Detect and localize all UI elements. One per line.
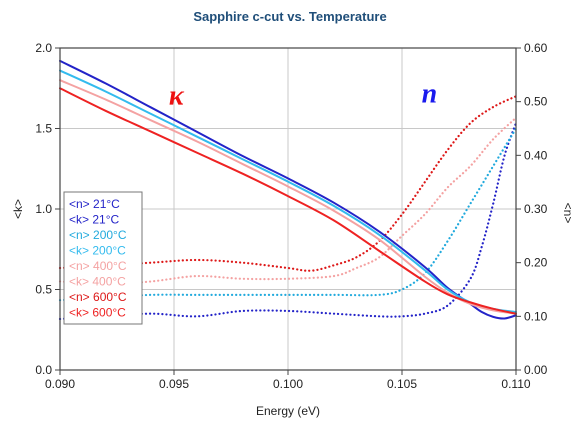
y-right-tick-label: 0.10 (524, 309, 548, 323)
y-left-tick-label: 0.5 (35, 283, 52, 297)
legend-entry: <k> 400°C (69, 275, 126, 289)
chart-title: Sapphire c-cut vs. Temperature (193, 9, 386, 24)
y-left-tick-label: 2.0 (35, 41, 52, 55)
x-tick-label: 0.110 (501, 377, 530, 391)
legend-entry: <k> 200°C (69, 244, 126, 258)
x-axis-label: Energy (eV) (256, 404, 320, 418)
series-line (58, 122, 518, 321)
legend-entry: <n> 200°C (69, 228, 127, 242)
annotation-label: κ (169, 80, 185, 111)
y-axis-left-label: <k> (11, 199, 25, 219)
x-tick-label: 0.090 (45, 377, 75, 391)
x-tick-label: 0.100 (273, 377, 303, 391)
legend-entry: <k> 600°C (69, 306, 126, 320)
legend-box (63, 191, 143, 325)
legend-entry: <n> 600°C (69, 290, 127, 304)
y-left-tick-label: 1.5 (35, 122, 52, 136)
series-line (58, 95, 518, 272)
axis-ticks: 0.090 0.095 0.100 0.105 0.110 0.0 0.5 1.0 1.5 2.0… (35, 41, 547, 391)
y-axis-right-label: <n> (561, 203, 575, 224)
series-line (58, 116, 518, 286)
x-tick-label: 0.105 (387, 377, 417, 391)
y-right-tick-label: 0.20 (524, 256, 548, 270)
y-right-tick-label: 0.50 (524, 95, 548, 109)
series-line (59, 79, 517, 315)
legend-entry: <n> 400°C (69, 259, 127, 273)
y-right-tick-label: 0.00 (524, 363, 548, 377)
series-line (59, 59, 517, 320)
y-right-tick-label: 0.40 (524, 148, 548, 162)
plot-area (58, 59, 518, 321)
annotation-label: n (422, 79, 438, 110)
legend-entry: <n> 21°C (69, 197, 120, 211)
series-line (58, 127, 518, 302)
legend: <n> 21°C <k> 21°C<n> 200°C <k> 200°C<n> 40… (63, 191, 143, 325)
series-line (59, 87, 517, 315)
y-right-tick-label: 0.30 (524, 202, 548, 216)
y-left-tick-label: 0.0 (35, 363, 52, 377)
y-right-tick-label: 0.60 (524, 41, 548, 55)
legend-entry: <k> 21°C (69, 213, 119, 227)
y-left-tick-label: 1.0 (35, 202, 52, 216)
x-tick-label: 0.095 (159, 377, 189, 391)
